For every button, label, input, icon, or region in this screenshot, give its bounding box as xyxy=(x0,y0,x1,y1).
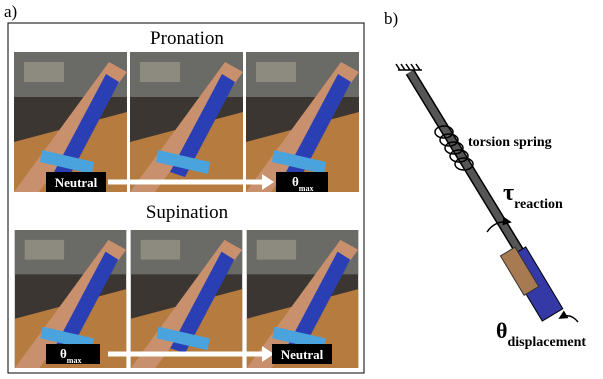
tag: Neutral xyxy=(55,175,98,190)
panel-label: a) xyxy=(4,2,17,21)
symbol: θ xyxy=(496,318,507,343)
symbol: τ xyxy=(503,180,514,206)
photo xyxy=(14,52,127,192)
tag: Neutral xyxy=(281,347,324,362)
panel-label: b) xyxy=(384,9,398,28)
torque-label: τreaction xyxy=(503,180,563,212)
subscript: max xyxy=(299,184,314,193)
subscript: reaction xyxy=(514,197,563,212)
spring-label: torsion spring xyxy=(468,135,552,150)
subscript: max xyxy=(67,356,82,365)
subscript: displacement xyxy=(507,335,586,350)
figure: a) Pronation Neutral θmax Supination θma… xyxy=(0,0,603,379)
row-title: Pronation xyxy=(150,28,224,49)
row-title: Supination xyxy=(146,202,229,223)
photo xyxy=(130,52,243,192)
photo xyxy=(131,230,242,368)
photo xyxy=(246,52,359,192)
angle-label: θdisplacement xyxy=(496,318,586,350)
actuator xyxy=(500,247,562,321)
angle-arrow xyxy=(560,316,578,322)
